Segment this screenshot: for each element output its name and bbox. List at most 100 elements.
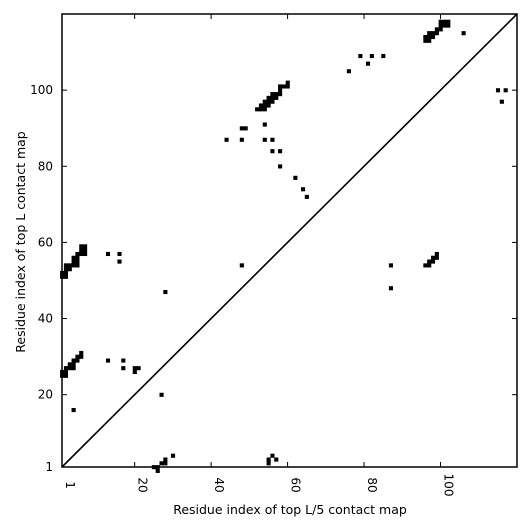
contact-point [83, 248, 88, 253]
contact-point [442, 23, 447, 28]
contact-point [274, 95, 279, 100]
contact-point [155, 468, 160, 474]
contact-point [430, 34, 436, 40]
contact-point [434, 27, 439, 32]
diagonal-line [61, 13, 518, 468]
contact-point [438, 27, 443, 32]
contact-point [446, 19, 451, 24]
contact-point [63, 267, 69, 272]
contact-point [63, 366, 69, 371]
contact-point [278, 92, 283, 97]
contact-point [117, 251, 122, 257]
x-tick-label: 20 [136, 477, 150, 492]
contact-point [262, 137, 267, 142]
contact-point [79, 350, 84, 355]
contact-point [262, 99, 267, 104]
contact-point [71, 366, 76, 371]
contact-point [132, 366, 137, 371]
contact-point [75, 263, 80, 268]
contact-point [136, 366, 141, 371]
contact-point [105, 358, 111, 363]
contact-point [63, 270, 69, 276]
y-ticks: 1 20 40 60 80 100 [30, 83, 517, 474]
contact-point [427, 31, 432, 36]
contact-point [270, 95, 275, 100]
contact-point [293, 175, 298, 180]
contact-point [503, 88, 508, 93]
contact-point [358, 53, 363, 59]
contact-point [266, 103, 271, 108]
contact-point [121, 366, 126, 371]
x-tick-label: 80 [365, 477, 379, 492]
contact-point [75, 259, 80, 264]
contact-point [270, 92, 275, 97]
contact-point [423, 263, 428, 268]
contact-point [75, 251, 80, 257]
contact-point [266, 99, 271, 104]
x-tick-label: 100 [442, 474, 456, 497]
contact-point [430, 259, 436, 264]
contact-point [278, 149, 283, 154]
contact-point [446, 23, 451, 28]
contact-point [71, 255, 76, 260]
contact-point [224, 137, 229, 142]
contact-point [79, 354, 84, 359]
contact-point [67, 267, 72, 272]
contact-point [346, 69, 351, 74]
contact-point [427, 38, 432, 43]
contact-point [274, 92, 279, 97]
contact-point [427, 263, 432, 268]
contact-point [239, 137, 244, 142]
contact-point [278, 88, 283, 93]
contact-point [163, 461, 168, 466]
contact-point [499, 99, 504, 104]
contact-point [71, 358, 76, 363]
contact-point [270, 453, 275, 458]
y-tick-label: 40 [38, 312, 53, 326]
contact-point [365, 61, 371, 66]
contact-point [285, 80, 290, 85]
contact-point [75, 358, 80, 363]
x-tick-label: 40 [212, 477, 226, 492]
contact-point [427, 34, 432, 40]
contact-point [262, 122, 267, 127]
contact-point [388, 286, 394, 291]
contact-point [274, 457, 279, 462]
contact-point [461, 31, 466, 36]
y-tick-label: 80 [38, 159, 53, 173]
contact-point [266, 95, 271, 100]
contact-point [434, 255, 439, 260]
y-tick-label: 60 [38, 235, 53, 249]
contact-point [79, 248, 84, 253]
contact-point [381, 53, 386, 59]
contact-point [438, 23, 443, 28]
contact-point [75, 354, 80, 359]
y-tick-label: 100 [30, 83, 53, 97]
contact-point [67, 263, 72, 268]
contact-point [495, 88, 501, 93]
contact-point [79, 251, 84, 257]
contact-point [105, 251, 111, 257]
contact-point [266, 457, 271, 462]
x-axis-label: Residue index of top L/5 contact map [173, 502, 407, 517]
contact-point [423, 34, 428, 40]
contact-point [163, 289, 168, 295]
contact-point [427, 259, 432, 264]
contact-point [71, 259, 76, 264]
contact-point [300, 187, 306, 192]
contact-point [270, 149, 275, 154]
contact-point [79, 244, 84, 249]
x-tick-label: 1 [63, 481, 77, 489]
contact-point [159, 461, 164, 466]
contact-point [434, 31, 439, 36]
contact-point [430, 31, 436, 36]
contact-point [262, 103, 267, 108]
contact-point [239, 263, 244, 268]
plot-frame [61, 13, 518, 468]
y-tick-label: 1 [45, 460, 53, 474]
contact-point [270, 137, 275, 142]
contact-point [132, 369, 137, 375]
contact-point [67, 362, 72, 367]
contact-point [255, 107, 260, 112]
